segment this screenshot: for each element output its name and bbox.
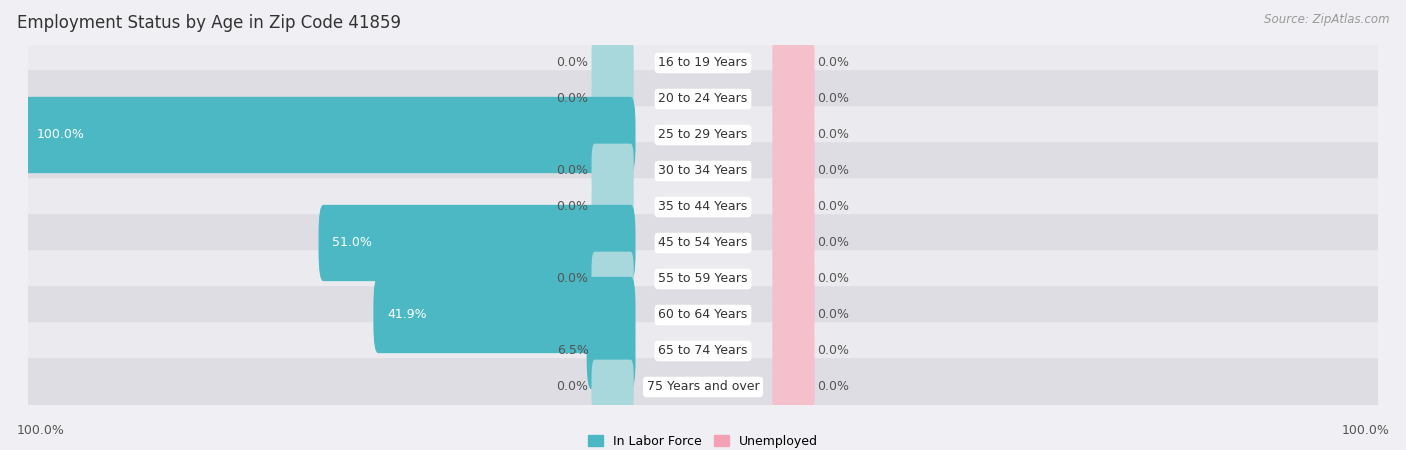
FancyBboxPatch shape [772, 36, 814, 90]
FancyBboxPatch shape [772, 108, 814, 162]
FancyBboxPatch shape [27, 322, 1379, 380]
FancyBboxPatch shape [772, 324, 814, 378]
Text: 100.0%: 100.0% [1341, 423, 1389, 436]
FancyBboxPatch shape [27, 34, 1379, 92]
Text: Source: ZipAtlas.com: Source: ZipAtlas.com [1264, 14, 1389, 27]
Text: 0.0%: 0.0% [817, 93, 849, 105]
FancyBboxPatch shape [772, 252, 814, 306]
Text: 51.0%: 51.0% [332, 237, 373, 249]
FancyBboxPatch shape [586, 313, 636, 389]
Text: 0.0%: 0.0% [817, 381, 849, 393]
Text: 0.0%: 0.0% [817, 273, 849, 285]
Text: 0.0%: 0.0% [817, 345, 849, 357]
Text: 20 to 24 Years: 20 to 24 Years [658, 93, 748, 105]
Text: 35 to 44 Years: 35 to 44 Years [658, 201, 748, 213]
Text: 0.0%: 0.0% [557, 201, 589, 213]
Text: 0.0%: 0.0% [557, 273, 589, 285]
FancyBboxPatch shape [24, 97, 636, 173]
Text: 0.0%: 0.0% [817, 309, 849, 321]
Text: 0.0%: 0.0% [557, 381, 589, 393]
FancyBboxPatch shape [592, 252, 634, 306]
Text: 0.0%: 0.0% [557, 57, 589, 69]
Text: 0.0%: 0.0% [817, 129, 849, 141]
FancyBboxPatch shape [27, 178, 1379, 236]
Text: 55 to 59 Years: 55 to 59 Years [658, 273, 748, 285]
Text: 60 to 64 Years: 60 to 64 Years [658, 309, 748, 321]
FancyBboxPatch shape [772, 216, 814, 270]
Text: Employment Status by Age in Zip Code 41859: Employment Status by Age in Zip Code 418… [17, 14, 401, 32]
FancyBboxPatch shape [27, 250, 1379, 308]
Text: 0.0%: 0.0% [817, 201, 849, 213]
Text: 41.9%: 41.9% [387, 309, 427, 321]
FancyBboxPatch shape [27, 358, 1379, 416]
Text: 0.0%: 0.0% [557, 165, 589, 177]
Text: 75 Years and over: 75 Years and over [647, 381, 759, 393]
FancyBboxPatch shape [27, 106, 1379, 164]
Text: 100.0%: 100.0% [37, 129, 84, 141]
Text: 0.0%: 0.0% [817, 165, 849, 177]
Text: 100.0%: 100.0% [17, 423, 65, 436]
Text: 0.0%: 0.0% [817, 57, 849, 69]
Text: 16 to 19 Years: 16 to 19 Years [658, 57, 748, 69]
Legend: In Labor Force, Unemployed: In Labor Force, Unemployed [583, 430, 823, 450]
FancyBboxPatch shape [592, 144, 634, 198]
FancyBboxPatch shape [27, 142, 1379, 200]
FancyBboxPatch shape [27, 70, 1379, 128]
Text: 6.5%: 6.5% [557, 345, 589, 357]
FancyBboxPatch shape [319, 205, 636, 281]
Text: 25 to 29 Years: 25 to 29 Years [658, 129, 748, 141]
FancyBboxPatch shape [592, 36, 634, 90]
FancyBboxPatch shape [772, 288, 814, 342]
Text: 30 to 34 Years: 30 to 34 Years [658, 165, 748, 177]
Text: 0.0%: 0.0% [557, 93, 589, 105]
FancyBboxPatch shape [592, 72, 634, 126]
FancyBboxPatch shape [27, 286, 1379, 344]
FancyBboxPatch shape [592, 180, 634, 234]
FancyBboxPatch shape [772, 180, 814, 234]
FancyBboxPatch shape [772, 144, 814, 198]
Text: 45 to 54 Years: 45 to 54 Years [658, 237, 748, 249]
FancyBboxPatch shape [374, 277, 636, 353]
Text: 0.0%: 0.0% [817, 237, 849, 249]
FancyBboxPatch shape [772, 360, 814, 414]
FancyBboxPatch shape [772, 72, 814, 126]
FancyBboxPatch shape [27, 214, 1379, 272]
Text: 65 to 74 Years: 65 to 74 Years [658, 345, 748, 357]
FancyBboxPatch shape [592, 360, 634, 414]
